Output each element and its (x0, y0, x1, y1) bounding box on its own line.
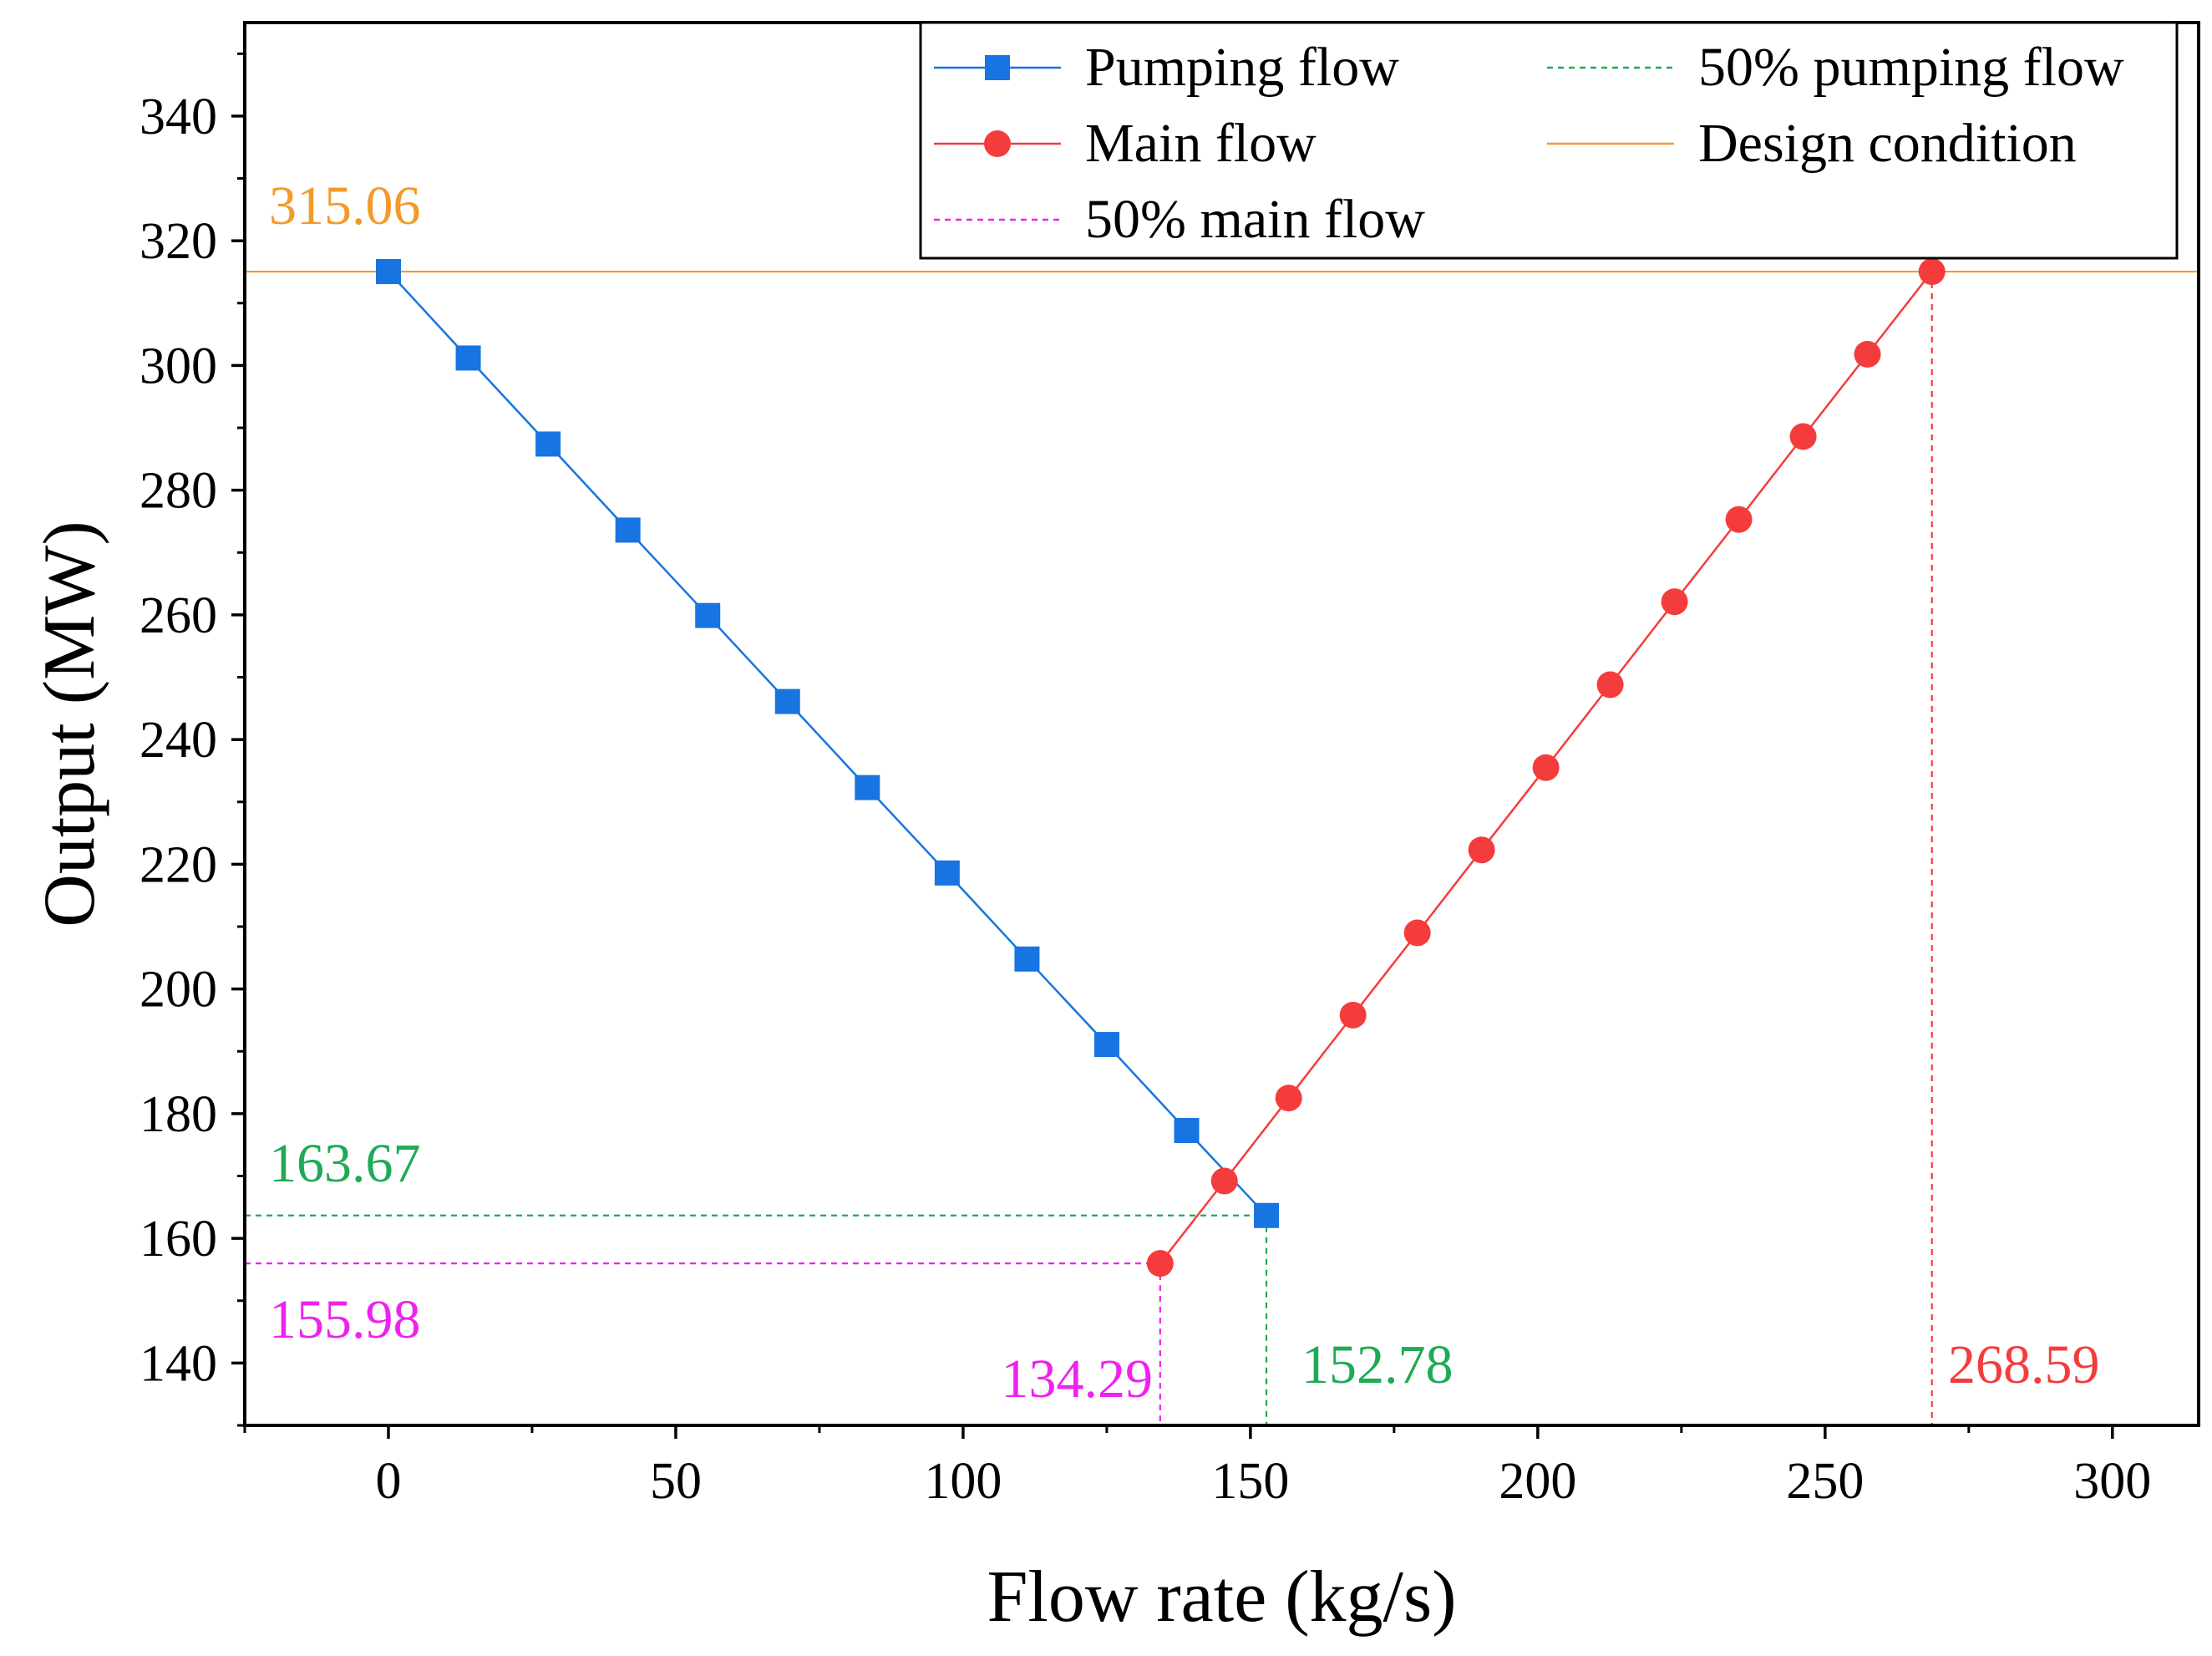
x-axis-label: Flow rate (kg/s) (987, 1557, 1456, 1638)
pumping-flow-point (615, 517, 641, 543)
annotations: 315.06 163.67 155.98 134.29 152.78 268.59 (269, 175, 2100, 1410)
x-tick-label: 250 (1786, 1453, 1864, 1510)
legend: Pumping flow 50% pumping flow Main flow Des… (919, 21, 2179, 260)
value-annotation: 155.98 (269, 1289, 421, 1350)
main-flow-point (1403, 919, 1431, 947)
y-tick-label: 240 (140, 712, 217, 769)
x-tick-label: 100 (924, 1453, 1002, 1510)
main-flow-point (1339, 1001, 1367, 1029)
value-annotation: 152.78 (1301, 1334, 1454, 1395)
pumping-flow-point (455, 345, 481, 371)
y-tick-label: 140 (140, 1335, 217, 1392)
main-flow-point (1146, 1250, 1174, 1278)
pumping-flow-point (375, 259, 401, 285)
legend-swatch-marker (984, 130, 1011, 157)
main-flow-point (1789, 423, 1817, 450)
legend-label: Pumping flow (1085, 37, 1399, 98)
value-annotation: 268.59 (1948, 1334, 2100, 1395)
legend-box (919, 21, 2179, 260)
axes: 0 50 100 150 200 250 300 140 160 180 200 220 240 260 2… (29, 21, 2200, 1638)
value-annotation: 134.29 (1002, 1349, 1154, 1410)
main-flow-point (1210, 1167, 1238, 1195)
y-tick-label: 220 (140, 836, 217, 893)
value-annotation: 315.06 (269, 175, 421, 236)
pumping-flow-point (934, 860, 960, 886)
main-flow-point (1275, 1085, 1302, 1112)
main-flow-point (1918, 258, 1946, 286)
pumping-flow-point (1014, 946, 1040, 972)
y-tick-label: 300 (140, 338, 217, 394)
legend-label: 50% main flow (1085, 189, 1425, 250)
pumping-flow-point (535, 431, 561, 457)
x-tick-label: 50 (650, 1453, 702, 1510)
pumping-flow-point (774, 688, 800, 714)
legend-label: Design condition (1698, 113, 2077, 174)
x-tick-label: 300 (2073, 1453, 2151, 1510)
pumping-flow-point (855, 775, 880, 800)
y-tick-label: 340 (140, 89, 217, 145)
legend-label: 50% pumping flow (1698, 37, 2124, 98)
y-tick-label: 260 (140, 587, 217, 644)
pumping-flow-point (1174, 1118, 1200, 1144)
y-tick-label: 200 (140, 962, 217, 1018)
value-annotation: 163.67 (269, 1133, 421, 1194)
main-flow-point (1725, 505, 1753, 533)
x-tick-label: 0 (375, 1453, 401, 1510)
pumping-flow-point (1093, 1032, 1119, 1058)
y-axis-label: Output (MW) (29, 521, 110, 927)
series (375, 258, 1946, 1278)
pumping-flow-point (1254, 1202, 1280, 1228)
x-tick-label: 200 (1499, 1453, 1576, 1510)
main-flow-point (1596, 671, 1624, 698)
main-flow-point (1661, 588, 1688, 616)
y-tick-label: 160 (140, 1211, 217, 1267)
legend-swatch-marker (985, 55, 1010, 80)
y-tick-label: 320 (140, 213, 217, 270)
pumping-flow-point (695, 602, 721, 628)
main-flow-point (1532, 754, 1560, 781)
main-flow-point (1854, 340, 1881, 368)
legend-label: Main flow (1085, 113, 1317, 174)
reference-lines (245, 270, 2199, 1425)
y-tick-label: 180 (140, 1086, 217, 1143)
y-tick-label: 280 (140, 463, 217, 520)
main-flow-point (1468, 836, 1495, 864)
x-tick-label: 150 (1211, 1453, 1289, 1510)
pumping-flow-line (388, 271, 1267, 1217)
